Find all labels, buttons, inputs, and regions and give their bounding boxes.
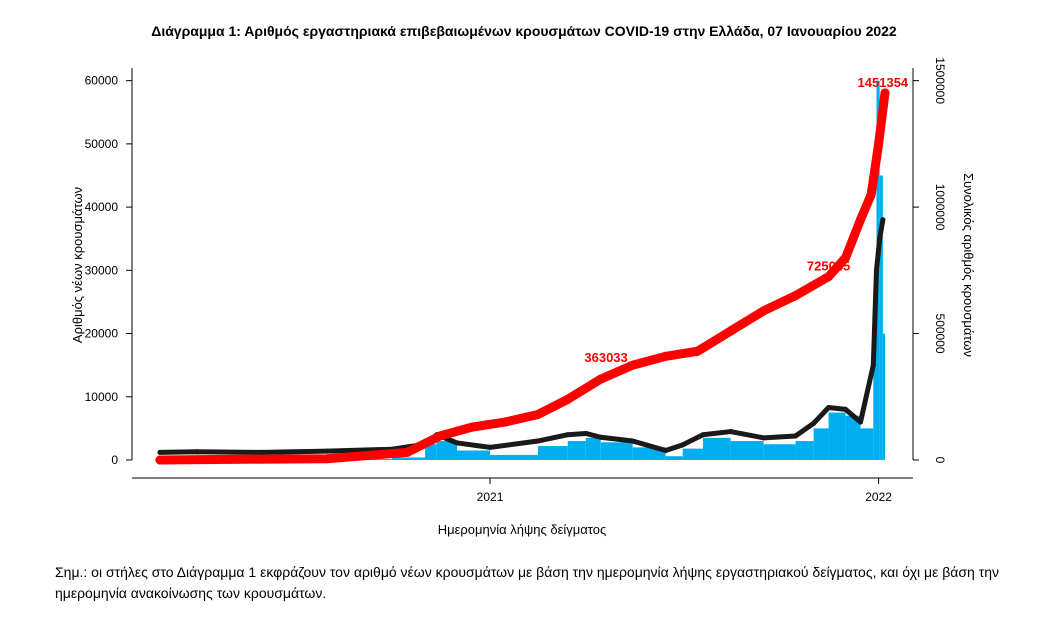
y2-tick-label: 0 <box>933 457 947 464</box>
bar <box>873 301 877 460</box>
cumulative-series <box>155 88 890 465</box>
data-point <box>224 454 234 464</box>
bar <box>600 442 633 460</box>
bar <box>490 454 538 460</box>
data-point <box>259 449 265 455</box>
data-point <box>680 442 686 448</box>
data-point <box>728 429 734 435</box>
data-point <box>402 447 412 457</box>
data-point <box>535 438 541 444</box>
data-point <box>661 351 671 361</box>
y2-axis-label: Συνολικός αριθμός κρουσμάτων <box>961 173 976 357</box>
bar <box>730 441 764 460</box>
data-point <box>194 449 200 455</box>
x-axis-ticks: 2021 2022 <box>477 478 892 504</box>
chart: Διάγραμμα 1: Αριθμός εργαστηριακά επιβεβ… <box>70 23 976 537</box>
bar <box>537 446 568 460</box>
x-axis-label: Ημερομηνία λήψης δείγματος <box>438 522 607 537</box>
data-point <box>630 438 636 444</box>
series-line <box>155 88 890 465</box>
bar <box>436 441 458 460</box>
bar <box>828 412 846 460</box>
bar <box>665 456 683 460</box>
data-point <box>880 88 890 98</box>
data-point <box>324 448 330 454</box>
x-tick-label: 2022 <box>865 490 892 504</box>
bar <box>763 444 796 460</box>
data-point <box>866 189 876 199</box>
bar <box>860 428 874 460</box>
data-point <box>155 455 165 465</box>
annotation-label: 725045 <box>807 259 850 274</box>
data-point <box>565 432 571 438</box>
data-point <box>858 419 864 425</box>
data-point <box>500 417 510 427</box>
data-point <box>873 267 879 273</box>
data-point <box>793 433 799 439</box>
data-point <box>700 432 706 438</box>
data-point <box>761 435 767 441</box>
data-point <box>870 362 876 368</box>
y-axis-label: Αριθμός νέων κρουσμάτων <box>70 187 85 343</box>
data-point <box>726 326 736 336</box>
data-point <box>663 448 669 454</box>
bar-series <box>160 80 885 460</box>
data-point <box>533 409 543 419</box>
y-axis-ticks: 0 10000 20000 30000 40000 50000 60000 <box>85 74 132 467</box>
y-tick-label: 30000 <box>85 263 119 277</box>
data-point <box>435 431 445 441</box>
data-point <box>467 422 477 432</box>
data-point <box>454 440 460 446</box>
annotation-label: 1451354 <box>858 75 909 90</box>
annotations: 363033 725045 1451354 <box>584 75 909 365</box>
data-point <box>628 360 638 370</box>
bar <box>457 450 491 460</box>
bar <box>702 437 731 460</box>
data-point <box>157 449 163 455</box>
data-point <box>811 420 817 426</box>
data-point <box>874 139 884 149</box>
bar <box>882 333 885 460</box>
y-tick-label: 20000 <box>85 327 119 341</box>
data-point <box>856 215 866 225</box>
chart-note: Σημ.: οι στήλες στο Διάγραμμα 1 εκφράζου… <box>55 564 1000 601</box>
y-tick-label: 60000 <box>85 74 119 88</box>
annotation-label: 363033 <box>584 350 627 365</box>
data-point <box>487 444 493 450</box>
data-point <box>826 405 832 411</box>
data-point <box>877 236 883 242</box>
y2-tick-label: 1500000 <box>933 57 947 104</box>
data-point <box>563 394 573 404</box>
data-point <box>598 434 604 440</box>
data-point <box>843 406 849 412</box>
y-tick-label: 40000 <box>85 200 119 214</box>
y2-tick-label: 1000000 <box>933 184 947 231</box>
data-point <box>824 272 834 282</box>
bar <box>392 457 426 460</box>
x-tick-label: 2021 <box>477 490 504 504</box>
data-point <box>693 346 703 356</box>
y-tick-label: 50000 <box>85 137 119 151</box>
bar <box>585 437 601 460</box>
data-point <box>322 454 332 464</box>
y-tick-label: 10000 <box>85 390 119 404</box>
data-point <box>880 217 886 223</box>
data-point <box>759 306 769 316</box>
data-point <box>583 430 589 436</box>
bar <box>682 448 703 460</box>
chart-title: Διάγραμμα 1: Αριθμός εργαστηριακά επιβεβ… <box>151 23 897 39</box>
bar <box>845 415 861 460</box>
bar <box>813 428 829 460</box>
y2-tick-label: 500000 <box>933 314 947 354</box>
bar <box>879 175 883 460</box>
bar <box>795 441 814 460</box>
data-point <box>841 253 851 263</box>
data-point <box>596 374 606 384</box>
bar <box>425 444 437 460</box>
bar <box>567 441 586 460</box>
y-tick-label: 0 <box>111 453 118 467</box>
y2-axis-ticks: 0 500000 1000000 1500000 <box>913 57 947 464</box>
data-point <box>791 291 801 301</box>
